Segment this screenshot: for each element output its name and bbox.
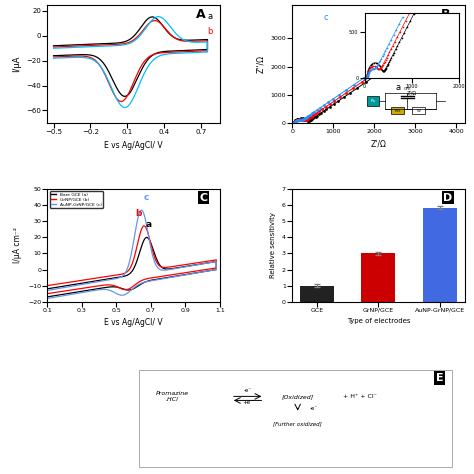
Text: D: D [443,192,453,202]
Text: -e⁻: -e⁻ [310,406,319,410]
Text: c: c [323,13,328,22]
Bar [423,208,456,301]
X-axis label: E vs Ag/AgCl/ V: E vs Ag/AgCl/ V [104,319,163,328]
Text: a: a [396,83,401,92]
X-axis label: E vs Ag/AgCl/ V: E vs Ag/AgCl/ V [104,141,163,150]
Text: A: A [196,8,206,21]
Text: E: E [436,373,444,383]
Text: Promazine
.HCl: Promazine .HCl [156,391,189,402]
Text: a: a [208,12,213,21]
Text: b: b [365,45,370,54]
Text: b: b [135,209,142,218]
Text: a: a [146,220,152,229]
X-axis label: Z'/Ω: Z'/Ω [370,140,386,149]
Y-axis label: Relative sensitivity: Relative sensitivity [270,212,276,278]
Text: -e⁻: -e⁻ [244,388,252,393]
Y-axis label: Z''/Ω: Z''/Ω [256,55,264,73]
Y-axis label: I/μA: I/μA [12,55,21,72]
Text: + H⁺ + Cl⁻: + H⁺ + Cl⁻ [343,394,377,399]
Text: +e⁻: +e⁻ [242,401,253,405]
Text: B: B [441,8,451,21]
Y-axis label: I/μA cm⁻²: I/μA cm⁻² [13,228,22,264]
FancyBboxPatch shape [139,370,452,467]
Bar [362,254,395,301]
Text: c: c [144,193,149,202]
Bar [300,286,334,301]
Text: b: b [208,27,213,36]
Text: [Further oxidized]: [Further oxidized] [273,421,322,426]
Legend: Bare GCE (a), GrNP/GCE (b), AuNP-GrNP/GCE (c): Bare GCE (a), GrNP/GCE (b), AuNP-GrNP/GC… [50,191,103,208]
X-axis label: Type of electrodes: Type of electrodes [346,319,410,325]
Text: [Oxidized]: [Oxidized] [282,394,314,399]
Text: C: C [200,192,208,202]
